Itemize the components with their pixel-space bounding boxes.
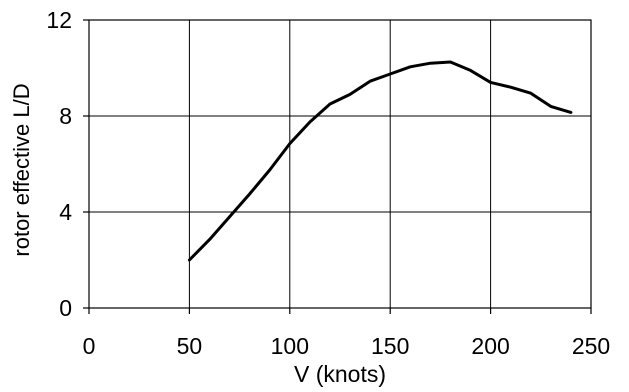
y-tick-label: 12 (46, 7, 72, 33)
x-axis-label: V (knots) (294, 361, 386, 387)
x-tick-labels: 0 50 100 150 200 250 (83, 308, 610, 359)
x-tick-label: 200 (471, 333, 509, 359)
y-tick-label: 4 (59, 199, 72, 225)
x-tick-label: 100 (271, 333, 309, 359)
series-layer (187, 60, 573, 262)
x-tick-label: 50 (177, 333, 203, 359)
series-line (187, 60, 573, 262)
x-tick-label: 150 (371, 333, 409, 359)
x-tick-label: 250 (572, 333, 610, 359)
y-tick-labels: 0 4 8 12 (46, 7, 89, 321)
y-axis-label: rotor effective L/D (9, 83, 34, 256)
plot-area-frame (88, 19, 592, 309)
grid-lines (89, 20, 591, 308)
x-tick-label: 0 (83, 333, 96, 359)
y-tick-label: 0 (59, 295, 72, 321)
y-tick-label: 8 (59, 103, 72, 129)
